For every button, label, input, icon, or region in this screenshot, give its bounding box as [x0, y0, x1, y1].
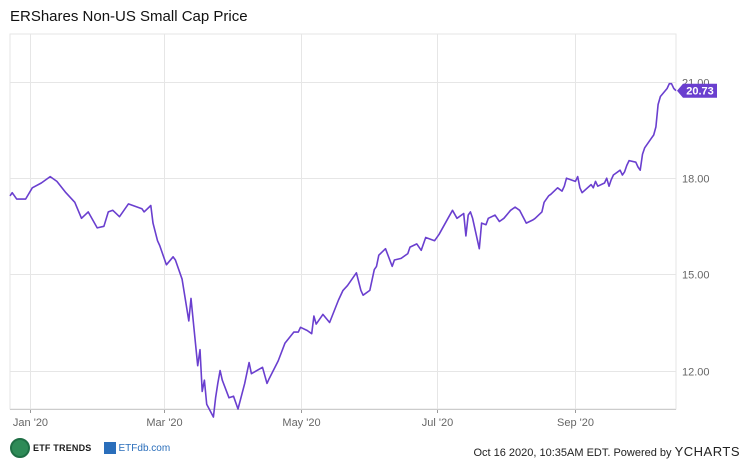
timestamp: Oct 16 2020, 10:35AM EDT. Powered by YCH…	[473, 444, 740, 459]
etfdb-label: ETFdb.com	[118, 442, 171, 454]
plot-frame	[9, 33, 677, 410]
y-tick-label: 12.00	[682, 367, 710, 379]
etf-trends-logo[interactable]: ETF TRENDS ETFdb.com	[10, 438, 170, 458]
last-value-badge	[677, 83, 717, 98]
x-tick-label: Mar '20	[146, 417, 182, 429]
y-tick-label: 15.00	[682, 270, 710, 282]
x-tick-label: Sep '20	[557, 417, 594, 429]
grid-layer	[9, 33, 677, 413]
price-line	[9, 82, 677, 418]
footer: ETF TRENDS ETFdb.com Oct 16 2020, 10:35A…	[0, 432, 750, 462]
y-tick-label: 18.00	[682, 174, 710, 186]
chart-title: ERShares Non-US Small Cap Price	[10, 8, 248, 25]
etfdb-icon	[103, 442, 116, 454]
timestamp-text: Oct 16 2020, 10:35AM EDT. Powered by	[473, 447, 672, 459]
etf-trends-icon	[10, 438, 30, 458]
etf-trends-label: ETF TRENDS	[33, 443, 92, 453]
ycharts-logo[interactable]: YCHARTS	[674, 444, 740, 459]
x-tick-label: Jan '20	[13, 417, 48, 429]
x-tick-label: Jul '20	[422, 417, 453, 429]
last-value-label: 20.73	[686, 86, 714, 98]
x-tick-label: May '20	[282, 417, 320, 429]
series-layer	[9, 82, 677, 418]
